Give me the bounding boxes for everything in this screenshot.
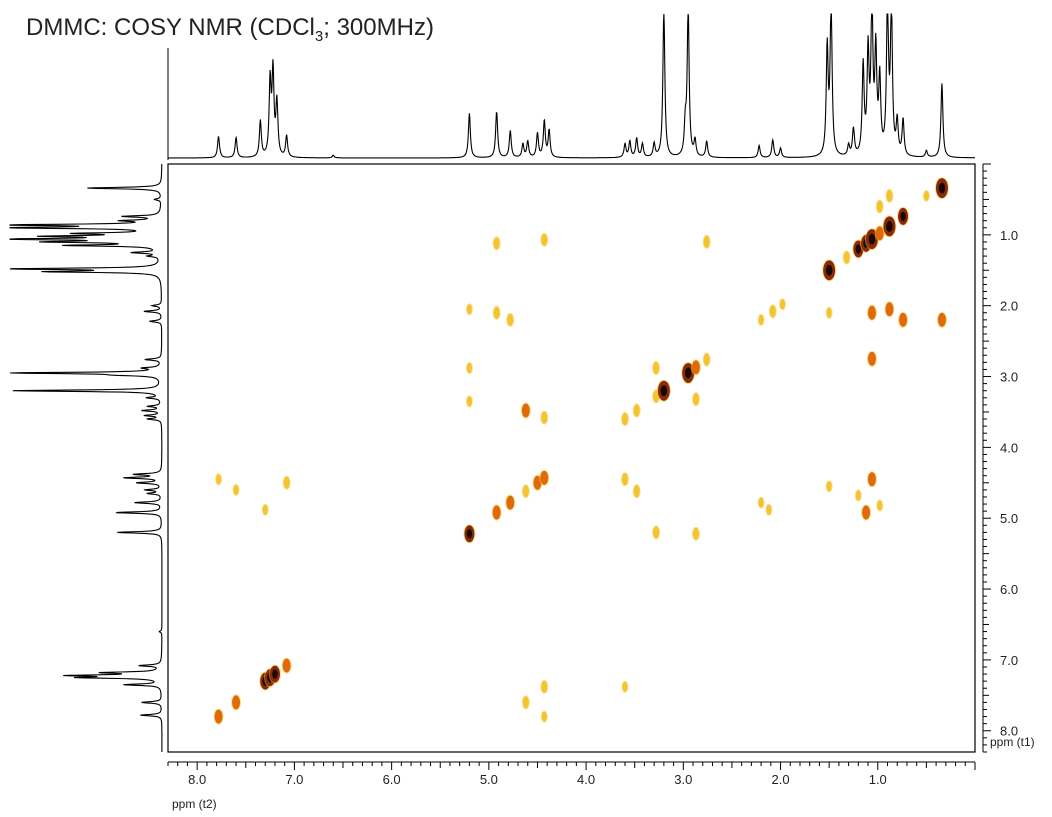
cross-peak (854, 489, 862, 502)
cross-peak (540, 232, 549, 247)
cross-peak (884, 301, 895, 318)
cross-peak (866, 350, 877, 367)
top-projection-spectrum (167, 13, 975, 160)
diagonal-peak (505, 494, 516, 511)
x-axis-label: ppm (t2) (172, 797, 217, 811)
diagonal-peak (268, 664, 281, 684)
left-projection-spectrum (9, 164, 163, 752)
cross-peak (215, 473, 223, 486)
diagonal-peak (281, 657, 292, 674)
y-axis: 1.0 2.0 3.0 4.0 5.0 6.0 7.0 8.0 (982, 163, 1018, 753)
top-projection-trace (168, 13, 975, 159)
cross-peak (936, 311, 947, 328)
y-tick-label: 5.0 (1000, 511, 1018, 526)
y-tick-label: 1.0 (1000, 228, 1018, 243)
x-tick-label: 6.0 (383, 772, 401, 787)
cross-peak (691, 392, 700, 407)
cross-peak (885, 188, 894, 203)
y-tick-label: 4.0 (1000, 440, 1018, 455)
cross-peak (866, 304, 877, 321)
cross-peak (876, 499, 884, 512)
diagonal-peak (213, 708, 224, 725)
cross-peak (765, 503, 773, 516)
cross-peak (632, 484, 641, 499)
cross-peak (465, 395, 473, 408)
cross-peak (757, 496, 765, 509)
cross-peak (691, 526, 700, 541)
cross-peak (825, 306, 833, 319)
chart-title-subscript: 3 (314, 27, 324, 45)
plot-frame (167, 163, 976, 753)
x-tick-label: 3.0 (674, 772, 692, 787)
x-axis: 8.0 7.0 6.0 5.0 4.0 3.0 2.0 1.0 (167, 761, 976, 787)
cross-peak (620, 472, 629, 487)
cross-peak (540, 710, 548, 723)
cross-peak (465, 303, 473, 316)
diagonal-peak (620, 412, 629, 427)
diagonal-peak (882, 215, 897, 238)
diagonal-peak (539, 469, 550, 486)
diagonal-peak (757, 313, 765, 326)
x-tick-label: 7.0 (285, 772, 303, 787)
diagonal-peak (231, 694, 242, 711)
cross-peak (261, 503, 269, 516)
chart-title: DMMC: COSY NMR (CDCl3; 300MHz) (26, 14, 434, 45)
diagonal-peak (491, 504, 502, 521)
chart-title-prefix: DMMC: COSY NMR (CDCl (26, 14, 315, 41)
x-tick-label: 2.0 (772, 772, 790, 787)
y-tick-label: 7.0 (1000, 653, 1018, 668)
cross-peak (506, 312, 515, 327)
diagonal-peak (656, 379, 671, 402)
y-axis-label: ppm (t1) (990, 735, 1035, 749)
cross-peak (465, 362, 473, 375)
cross-peak (282, 475, 291, 490)
diagonal-peak (702, 352, 711, 367)
diagonal-peak (874, 225, 885, 242)
diagonal-peak (463, 524, 476, 544)
cross-peak (521, 695, 530, 710)
y-tick-label: 8.0 (1000, 724, 1018, 739)
diagonal-peak (521, 484, 530, 499)
diagonal-peak (897, 206, 910, 226)
diagonal-peak (822, 259, 837, 282)
diagonal-peak (690, 359, 701, 376)
cross-peak (492, 305, 501, 320)
cross-peak (898, 311, 909, 328)
x-tick-label: 1.0 (869, 772, 887, 787)
cross-peak (702, 234, 711, 249)
cross-peak (825, 480, 833, 493)
cross-peak (861, 504, 872, 521)
y-tick-label: 3.0 (1000, 370, 1018, 385)
x-tick-label: 4.0 (577, 772, 595, 787)
peak-layer (213, 177, 949, 725)
diagonal-peak (934, 177, 949, 200)
y-tick-label: 6.0 (1000, 582, 1018, 597)
diagonal-peak (842, 250, 851, 265)
y-tick-label: 2.0 (1000, 299, 1018, 314)
cross-peak (540, 410, 549, 425)
cross-peak (652, 361, 661, 376)
cross-peak (621, 680, 629, 693)
cross-peak (492, 236, 501, 251)
cross-peak (652, 525, 661, 540)
cross-peak (866, 471, 877, 488)
chart-title-suffix: ; 300MHz) (323, 14, 434, 41)
diagonal-peak (632, 403, 641, 418)
x-tick-label: 5.0 (480, 772, 498, 787)
cross-peak (922, 189, 930, 202)
cross-peak (520, 402, 531, 419)
x-tick-label: 8.0 (188, 772, 206, 787)
diagonal-peak (778, 298, 786, 311)
cross-peak (540, 679, 549, 694)
cross-peak (232, 483, 240, 496)
diagonal-peak (768, 304, 777, 319)
left-projection-trace (9, 164, 163, 752)
cross-peak (875, 199, 884, 214)
